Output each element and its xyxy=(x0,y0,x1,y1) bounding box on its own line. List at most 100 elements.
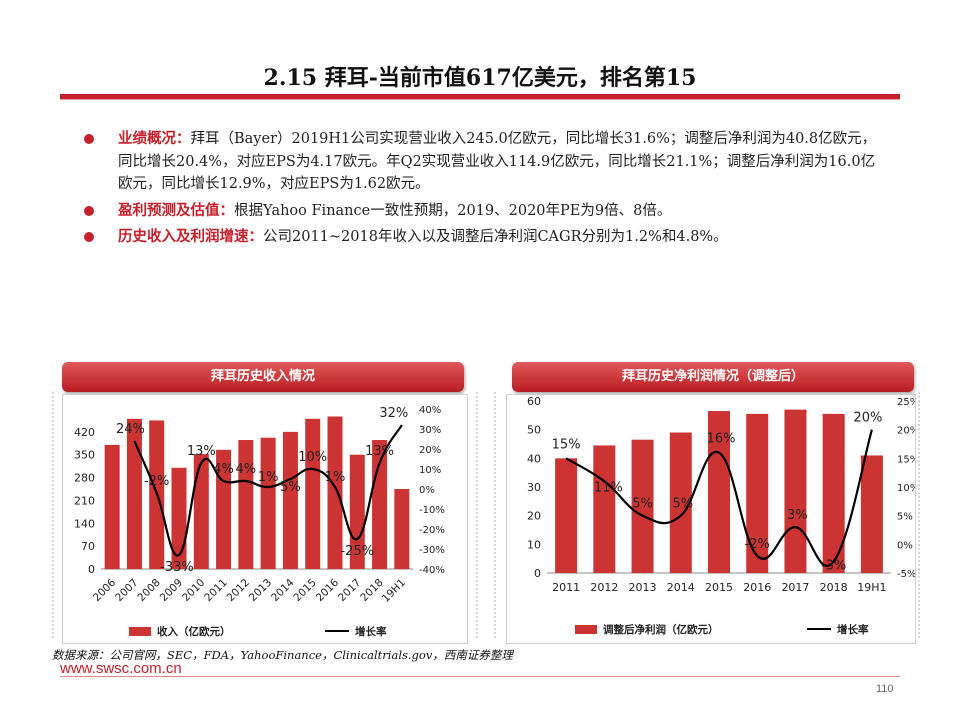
x-tick-label: 2011 xyxy=(202,577,229,604)
growth-data-label: 4% xyxy=(236,462,257,477)
y-left-tick-label: 60 xyxy=(527,395,541,408)
legend-bar-label: 调整后净利润（亿欧元） xyxy=(603,623,719,636)
chart-bar xyxy=(305,418,321,569)
x-tick-label: 2016 xyxy=(314,576,342,604)
bullet-dot-icon xyxy=(84,134,94,144)
y-right-tick-label: 20% xyxy=(419,445,441,456)
y-left-tick-label: 50 xyxy=(527,424,541,437)
y-right-tick-label: -5% xyxy=(897,569,915,580)
growth-data-label: -2% xyxy=(745,537,770,552)
x-tick-label: 2017 xyxy=(781,581,809,594)
bullet-list: 业绩概况：拜耳（Bayer）2019H1公司实现营业收入245.0亿欧元，同比增… xyxy=(84,128,884,253)
y-right-tick-label: 30% xyxy=(419,425,441,436)
growth-data-label: 5% xyxy=(280,480,301,495)
legend-bar-swatch xyxy=(129,627,151,636)
title-underline xyxy=(60,94,900,99)
chart-bar xyxy=(784,409,807,573)
growth-data-label: 3% xyxy=(787,508,808,523)
growth-data-label: 1% xyxy=(325,470,346,485)
revenue-chart-header: 拜耳历史收入情况 xyxy=(62,362,464,392)
chart-bar xyxy=(193,454,209,569)
x-tick-label: 2010 xyxy=(180,577,207,604)
legend-bar-label: 收入（亿欧元） xyxy=(157,625,231,638)
data-source-note: 数据来源：公司官网，SEC，FDA，YahooFinance，Clinicalt… xyxy=(52,648,513,662)
y-left-tick-label: 40 xyxy=(527,452,541,465)
growth-data-label: 10% xyxy=(298,450,327,465)
growth-data-label: 11% xyxy=(594,480,623,495)
x-tick-label: 2006 xyxy=(91,576,119,604)
x-tick-label: 2013 xyxy=(247,577,274,604)
chart-bar xyxy=(126,418,142,569)
bullet-text: 公司2011~2018年收入以及调整后净利润CAGR分别为1.2%和4.8%。 xyxy=(263,229,728,245)
chart-bar xyxy=(282,431,298,569)
title-underline-thin xyxy=(60,99,900,100)
x-tick-label: 2014 xyxy=(269,576,297,604)
y-left-tick-label: 20 xyxy=(527,510,541,523)
chart-bar xyxy=(372,440,388,569)
x-tick-label: 19H1 xyxy=(857,581,886,594)
page-number: 110 xyxy=(876,683,894,695)
y-left-tick-label: 140 xyxy=(74,517,95,530)
chart-bar xyxy=(822,413,845,573)
y-right-tick-label: -30% xyxy=(419,545,445,556)
y-right-tick-label: 0% xyxy=(419,485,435,496)
chart-bar xyxy=(349,454,365,569)
x-tick-label: 2018 xyxy=(820,581,848,594)
growth-data-label: 5% xyxy=(672,497,693,512)
chart-bar xyxy=(860,455,883,573)
mid-dotted-border xyxy=(494,392,496,638)
chart-bar xyxy=(669,432,692,573)
website-link[interactable]: www.swsc.com.cn xyxy=(60,660,182,677)
y-right-tick-label: 10% xyxy=(419,465,441,476)
legend-line-label: 增长率 xyxy=(837,623,869,636)
growth-data-label: 16% xyxy=(707,432,736,447)
x-tick-label: 2017 xyxy=(336,577,363,604)
growth-data-label: -33% xyxy=(160,560,194,575)
y-right-tick-label: 15% xyxy=(897,454,915,465)
profit-chart-svg: 0 10 20 30 40 50 60 -5% 0% 5% 10% 15% 20% 25% 2011 2012… xyxy=(527,395,919,636)
bullet-label: 盈利预测及估值： xyxy=(118,201,234,219)
growth-data-label: 1% xyxy=(258,470,279,485)
x-tick-label: 2009 xyxy=(158,577,185,604)
growth-data-label: 13% xyxy=(187,444,216,459)
y-right-tick-label: -10% xyxy=(419,505,445,516)
chart-bar xyxy=(171,467,187,569)
x-tick-label: 2011 xyxy=(552,581,580,594)
bullet-text: 拜耳（Bayer）2019H1公司实现营业收入245.0亿欧元，同比增长31.6… xyxy=(118,131,877,192)
bullet-label: 历史收入及利润增速： xyxy=(118,228,263,245)
growth-data-label: 32% xyxy=(379,406,408,421)
y-right-tick-label: 25% xyxy=(897,397,915,408)
growth-data-label: 24% xyxy=(116,422,145,437)
chart-bar xyxy=(216,449,232,569)
revenue-chart-svg: 0 70 140 210 280 350 420 -40% -30% -20% -10% 0% 10% 2… xyxy=(74,405,445,638)
x-tick-label: 2008 xyxy=(135,577,162,604)
x-tick-label: 2007 xyxy=(113,577,140,604)
growth-data-label: 15% xyxy=(552,437,581,452)
growth-data-label: -2% xyxy=(144,474,169,489)
x-tick-label: 2018 xyxy=(358,577,385,604)
chart-bar xyxy=(260,437,276,569)
x-tick-label: 2014 xyxy=(667,581,695,594)
right-dotted-border xyxy=(918,392,920,638)
x-tick-label: 2013 xyxy=(629,581,657,594)
y-right-tick-label: 40% xyxy=(419,405,441,416)
chart-bar xyxy=(327,416,343,569)
chart-bar xyxy=(238,440,254,569)
y-left-tick-label: 0 xyxy=(534,567,541,580)
page-title: 2.15 拜耳-当前市值617亿美元，排名第15 xyxy=(263,65,697,91)
y-right-tick-label: 0% xyxy=(897,540,913,551)
chart-bar xyxy=(593,445,616,573)
y-left-tick-label: 0 xyxy=(88,563,95,576)
bullet-item: 业绩概况：拜耳（Bayer）2019H1公司实现营业收入245.0亿欧元，同比增… xyxy=(84,128,884,196)
chart-bar xyxy=(555,458,578,573)
chart-bar xyxy=(104,444,120,569)
x-tick-label: 19H1 xyxy=(380,577,408,605)
y-left-tick-label: 280 xyxy=(74,472,95,485)
profit-chart-header: 拜耳历史净利润情况（调整后） xyxy=(512,362,914,392)
left-dotted-border xyxy=(52,392,54,638)
growth-data-label: 20% xyxy=(853,411,882,426)
bullet-text: 根据Yahoo Finance一致性预期，2019、2020年PE为9倍、8倍。 xyxy=(234,202,672,219)
y-left-tick-label: 10 xyxy=(527,538,541,551)
bullet-label: 业绩概况： xyxy=(118,130,191,147)
y-right-tick-label: 10% xyxy=(897,483,915,494)
